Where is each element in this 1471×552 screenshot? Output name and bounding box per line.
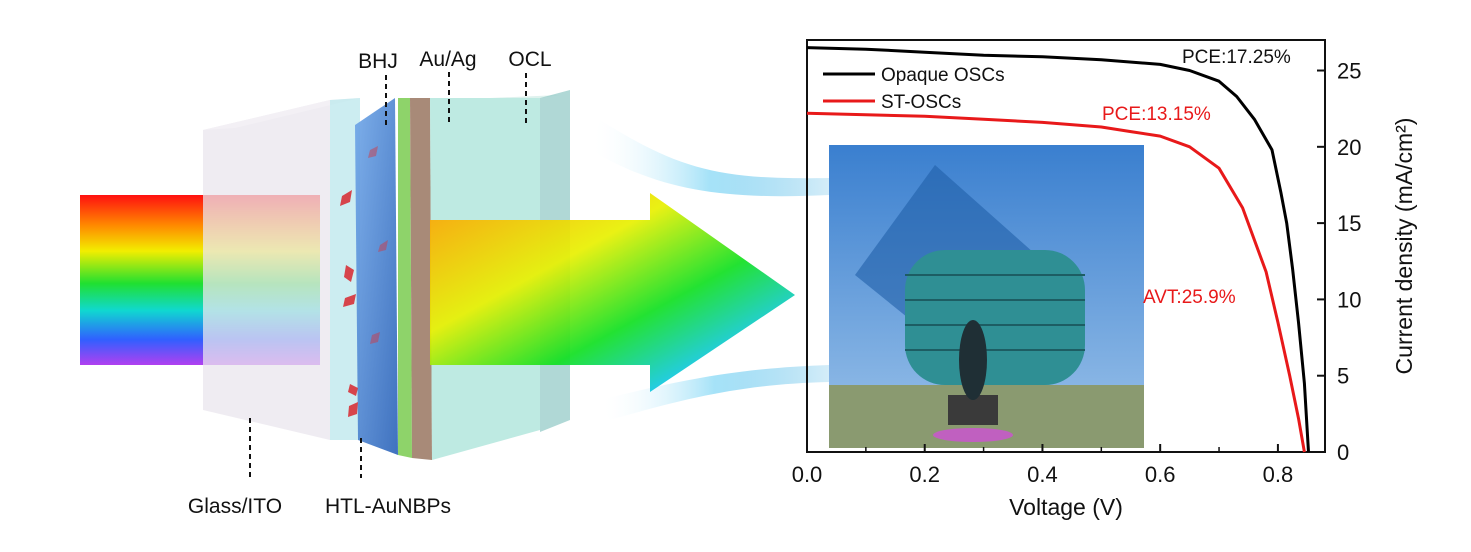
y-tick-label: 0 — [1337, 440, 1349, 465]
au-ag-electrode — [410, 98, 432, 460]
jv-chart: 0.0 0.2 0.4 0.6 0.8 0 5 10 15 20 25 Voltage (V) Cu… — [792, 39, 1417, 520]
x-tick-label: 0.8 — [1263, 462, 1294, 487]
transmitted-light-arrow — [430, 193, 795, 392]
label-bhj: BHJ — [358, 50, 398, 73]
series-line-st-oscs — [806, 111, 1306, 453]
label-htl-aunbps: HTL-AuNBPs — [325, 495, 451, 518]
glass-ito-layer — [203, 100, 330, 440]
y-tick-label: 20 — [1337, 135, 1361, 160]
interlayer — [398, 98, 412, 458]
label-au-ag: Au/Ag — [419, 48, 476, 71]
legend-label-st: ST-OSCs — [881, 92, 961, 113]
inset-photo — [829, 145, 1144, 448]
light-beam-upper — [590, 120, 829, 197]
x-tick-label: 0.6 — [1145, 462, 1176, 487]
bhj-layer — [355, 98, 398, 455]
y-axis-label: Current density (mA/cm²) — [1391, 118, 1417, 375]
x-tick-label: 0.4 — [1027, 462, 1058, 487]
au-nbp-particles — [340, 146, 388, 417]
y-tick-label: 10 — [1337, 287, 1361, 312]
annotation-pce-st: PCE:13.15% — [1102, 104, 1211, 125]
series-line-opaque-oscs — [806, 46, 1310, 453]
y-tick-label: 5 — [1337, 364, 1349, 389]
legend-label-opaque: Opaque OSCs — [881, 65, 1005, 86]
light-beam-lower — [600, 365, 829, 420]
label-glass-ito: Glass/ITO — [188, 495, 282, 518]
annotation-pce-opaque: PCE:17.25% — [1182, 47, 1291, 68]
annotation-avt: AVT:25.9% — [1143, 287, 1236, 308]
plot-frame — [806, 39, 1326, 453]
building — [905, 250, 1085, 385]
x-axis-label: Voltage (V) — [1009, 494, 1123, 520]
y-tick-label: 25 — [1337, 59, 1361, 84]
y-tick-label: 15 — [1337, 211, 1361, 236]
htl-layer — [330, 98, 360, 440]
x-tick-label: 0.2 — [909, 462, 940, 487]
x-tick-label: 0.0 — [792, 462, 823, 487]
statue — [959, 320, 987, 400]
label-ocl: OCL — [508, 48, 551, 71]
